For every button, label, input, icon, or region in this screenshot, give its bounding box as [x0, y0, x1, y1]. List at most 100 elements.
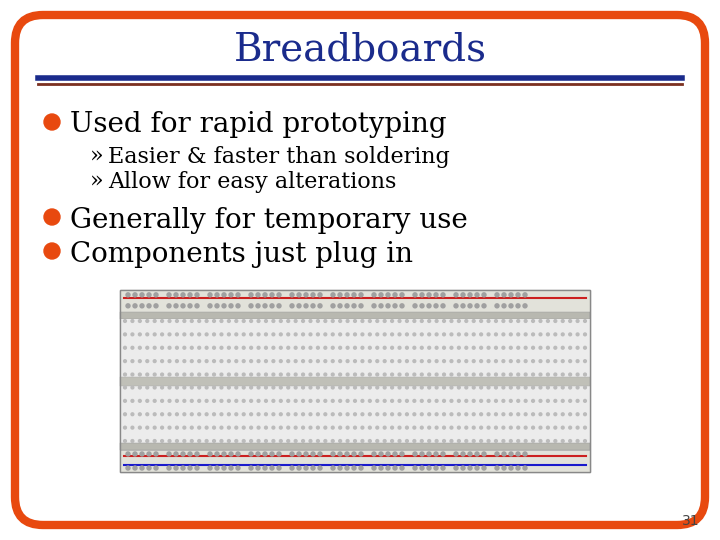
- Circle shape: [516, 466, 520, 470]
- Circle shape: [215, 293, 219, 297]
- Circle shape: [516, 452, 520, 456]
- Circle shape: [249, 293, 253, 297]
- Circle shape: [480, 320, 482, 322]
- Circle shape: [338, 293, 342, 297]
- Circle shape: [138, 400, 141, 402]
- Circle shape: [168, 440, 171, 442]
- Circle shape: [345, 293, 349, 297]
- Circle shape: [287, 346, 289, 349]
- Circle shape: [250, 413, 253, 416]
- Circle shape: [465, 440, 468, 442]
- Circle shape: [264, 333, 267, 336]
- Circle shape: [168, 426, 171, 429]
- Circle shape: [420, 400, 423, 402]
- Circle shape: [495, 320, 498, 322]
- Circle shape: [133, 304, 137, 308]
- Circle shape: [562, 346, 564, 349]
- Circle shape: [205, 320, 208, 322]
- Circle shape: [198, 440, 201, 442]
- Circle shape: [487, 360, 490, 362]
- Circle shape: [420, 373, 423, 376]
- Circle shape: [304, 293, 308, 297]
- Circle shape: [465, 413, 468, 416]
- Circle shape: [324, 426, 327, 429]
- Circle shape: [517, 386, 520, 389]
- Circle shape: [294, 400, 297, 402]
- Circle shape: [472, 360, 475, 362]
- Circle shape: [168, 373, 171, 376]
- Circle shape: [457, 426, 460, 429]
- Circle shape: [198, 413, 201, 416]
- Circle shape: [495, 452, 499, 456]
- Circle shape: [435, 346, 438, 349]
- Circle shape: [138, 373, 141, 376]
- Circle shape: [361, 440, 364, 442]
- Circle shape: [546, 346, 549, 349]
- Circle shape: [236, 452, 240, 456]
- Circle shape: [287, 386, 289, 389]
- Circle shape: [277, 293, 281, 297]
- Circle shape: [420, 320, 423, 322]
- Circle shape: [405, 333, 408, 336]
- Circle shape: [324, 386, 327, 389]
- Circle shape: [562, 360, 564, 362]
- Circle shape: [465, 333, 468, 336]
- Circle shape: [517, 373, 520, 376]
- Circle shape: [317, 346, 319, 349]
- Circle shape: [309, 426, 312, 429]
- Circle shape: [287, 426, 289, 429]
- Circle shape: [539, 360, 542, 362]
- Text: Components just plug in: Components just plug in: [70, 240, 413, 267]
- Circle shape: [190, 333, 193, 336]
- Circle shape: [346, 346, 349, 349]
- Circle shape: [376, 360, 379, 362]
- Circle shape: [361, 373, 364, 376]
- Circle shape: [208, 304, 212, 308]
- Circle shape: [138, 320, 141, 322]
- Circle shape: [531, 360, 534, 362]
- Circle shape: [361, 426, 364, 429]
- Circle shape: [235, 320, 238, 322]
- Circle shape: [146, 413, 148, 416]
- Circle shape: [465, 320, 468, 322]
- Circle shape: [413, 426, 415, 429]
- Circle shape: [502, 320, 505, 322]
- Circle shape: [249, 452, 253, 456]
- Circle shape: [346, 386, 349, 389]
- Circle shape: [584, 346, 586, 349]
- Circle shape: [413, 293, 417, 297]
- Circle shape: [354, 440, 356, 442]
- Circle shape: [154, 466, 158, 470]
- Circle shape: [324, 413, 327, 416]
- Circle shape: [272, 400, 275, 402]
- Circle shape: [510, 373, 512, 376]
- Bar: [120, 443, 590, 450]
- Circle shape: [369, 320, 372, 322]
- Bar: [120, 290, 590, 472]
- Circle shape: [302, 360, 305, 362]
- Circle shape: [131, 360, 134, 362]
- Circle shape: [138, 426, 141, 429]
- Circle shape: [195, 466, 199, 470]
- Circle shape: [472, 400, 475, 402]
- Circle shape: [517, 360, 520, 362]
- Circle shape: [324, 346, 327, 349]
- Circle shape: [161, 386, 163, 389]
- Circle shape: [331, 452, 335, 456]
- Circle shape: [420, 466, 424, 470]
- Circle shape: [183, 360, 186, 362]
- Circle shape: [331, 304, 335, 308]
- Circle shape: [147, 452, 151, 456]
- Circle shape: [524, 346, 527, 349]
- Circle shape: [176, 426, 179, 429]
- Circle shape: [391, 400, 394, 402]
- Circle shape: [339, 400, 341, 402]
- Circle shape: [167, 452, 171, 456]
- Circle shape: [584, 413, 586, 416]
- Circle shape: [243, 320, 245, 322]
- Circle shape: [346, 373, 349, 376]
- Circle shape: [539, 413, 542, 416]
- Circle shape: [354, 346, 356, 349]
- Circle shape: [554, 360, 557, 362]
- Circle shape: [457, 386, 460, 389]
